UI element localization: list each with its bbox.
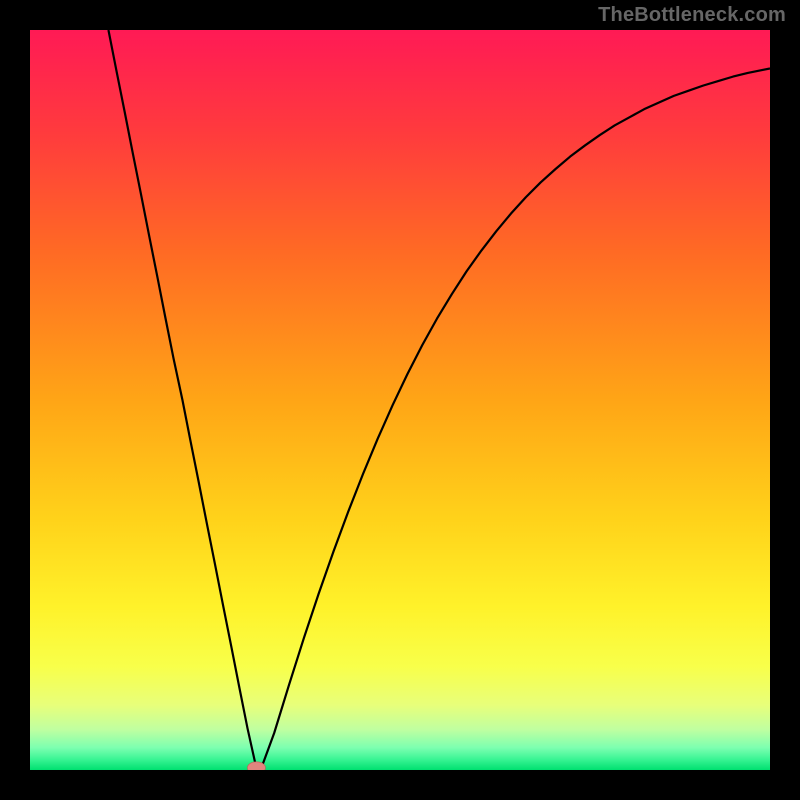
chart-frame: TheBottleneck.com [0, 0, 800, 800]
plot-svg [30, 30, 770, 770]
watermark-text: TheBottleneck.com [598, 4, 786, 27]
plot-area [30, 30, 770, 770]
gradient-background [30, 30, 770, 770]
